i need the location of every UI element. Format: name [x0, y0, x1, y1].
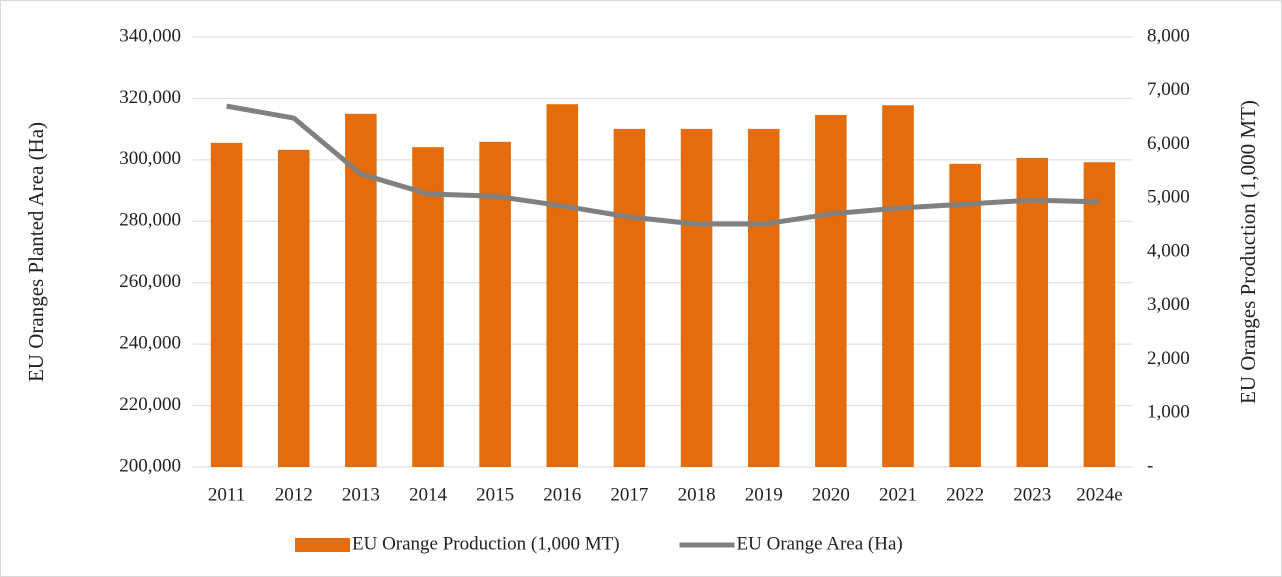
legend-label: EU Orange Production (1,000 MT)	[352, 533, 620, 554]
x-tick-label: 2016	[543, 484, 581, 505]
y2-tick-label: 6,000	[1147, 133, 1190, 154]
y2-tick-label: 3,000	[1147, 294, 1190, 315]
x-tick-label: 2020	[812, 484, 850, 505]
bar	[680, 128, 713, 467]
bar	[277, 149, 310, 467]
x-tick-label: 2017	[610, 484, 648, 505]
legend-swatch	[295, 538, 350, 552]
y2-tick-label: 7,000	[1147, 79, 1190, 100]
y-tick-label: 200,000	[119, 455, 181, 476]
y-tick-label: 240,000	[119, 333, 181, 354]
y2-tick-label: 1,000	[1147, 402, 1190, 423]
bar	[412, 147, 444, 467]
x-tick-label: 2013	[342, 484, 380, 505]
x-tick-label: 2014	[409, 484, 448, 505]
x-tick-label: 2015	[476, 484, 514, 505]
y-tick-label: 300,000	[119, 148, 181, 169]
y2-tick-label: -	[1147, 455, 1153, 476]
y2-tick-label: 5,000	[1147, 187, 1190, 208]
x-tick-label: 2019	[745, 484, 783, 505]
x-tick-label: 2011	[208, 484, 245, 505]
bar	[479, 141, 511, 467]
line	[226, 103, 1100, 227]
y2-tick-label: 4,000	[1147, 240, 1190, 261]
bar	[546, 104, 579, 467]
y2-axis-title: EU Oranges Production (1,000 MT)	[1236, 100, 1260, 404]
bar	[882, 105, 914, 467]
y-tick-label: 320,000	[119, 87, 181, 108]
bar	[613, 128, 646, 467]
x-tick-label: 2021	[879, 484, 917, 505]
y-axis-title: EU Oranges Planted Area (Ha)	[24, 122, 48, 382]
bar	[1083, 162, 1116, 468]
y2-tick-label: 8,000	[1147, 25, 1190, 46]
x-tick-label: 2022	[946, 484, 984, 505]
y2-tick-label: 2,000	[1147, 348, 1190, 369]
x-tick-label: 2024e	[1076, 484, 1122, 505]
y-tick-label: 260,000	[119, 271, 181, 292]
y-tick-label: 280,000	[119, 210, 181, 231]
y-tick-label: 220,000	[119, 394, 181, 415]
x-tick-label: 2012	[275, 484, 313, 505]
bar	[815, 114, 847, 467]
legend-label: EU Orange Area (Ha)	[737, 533, 903, 554]
x-tick-label: 2018	[678, 484, 716, 505]
x-tick-label: 2023	[1013, 484, 1051, 505]
bar	[1016, 157, 1049, 467]
bar	[210, 142, 243, 467]
y-tick-label: 340,000	[119, 25, 181, 46]
bar	[747, 128, 780, 467]
bar	[949, 163, 981, 467]
